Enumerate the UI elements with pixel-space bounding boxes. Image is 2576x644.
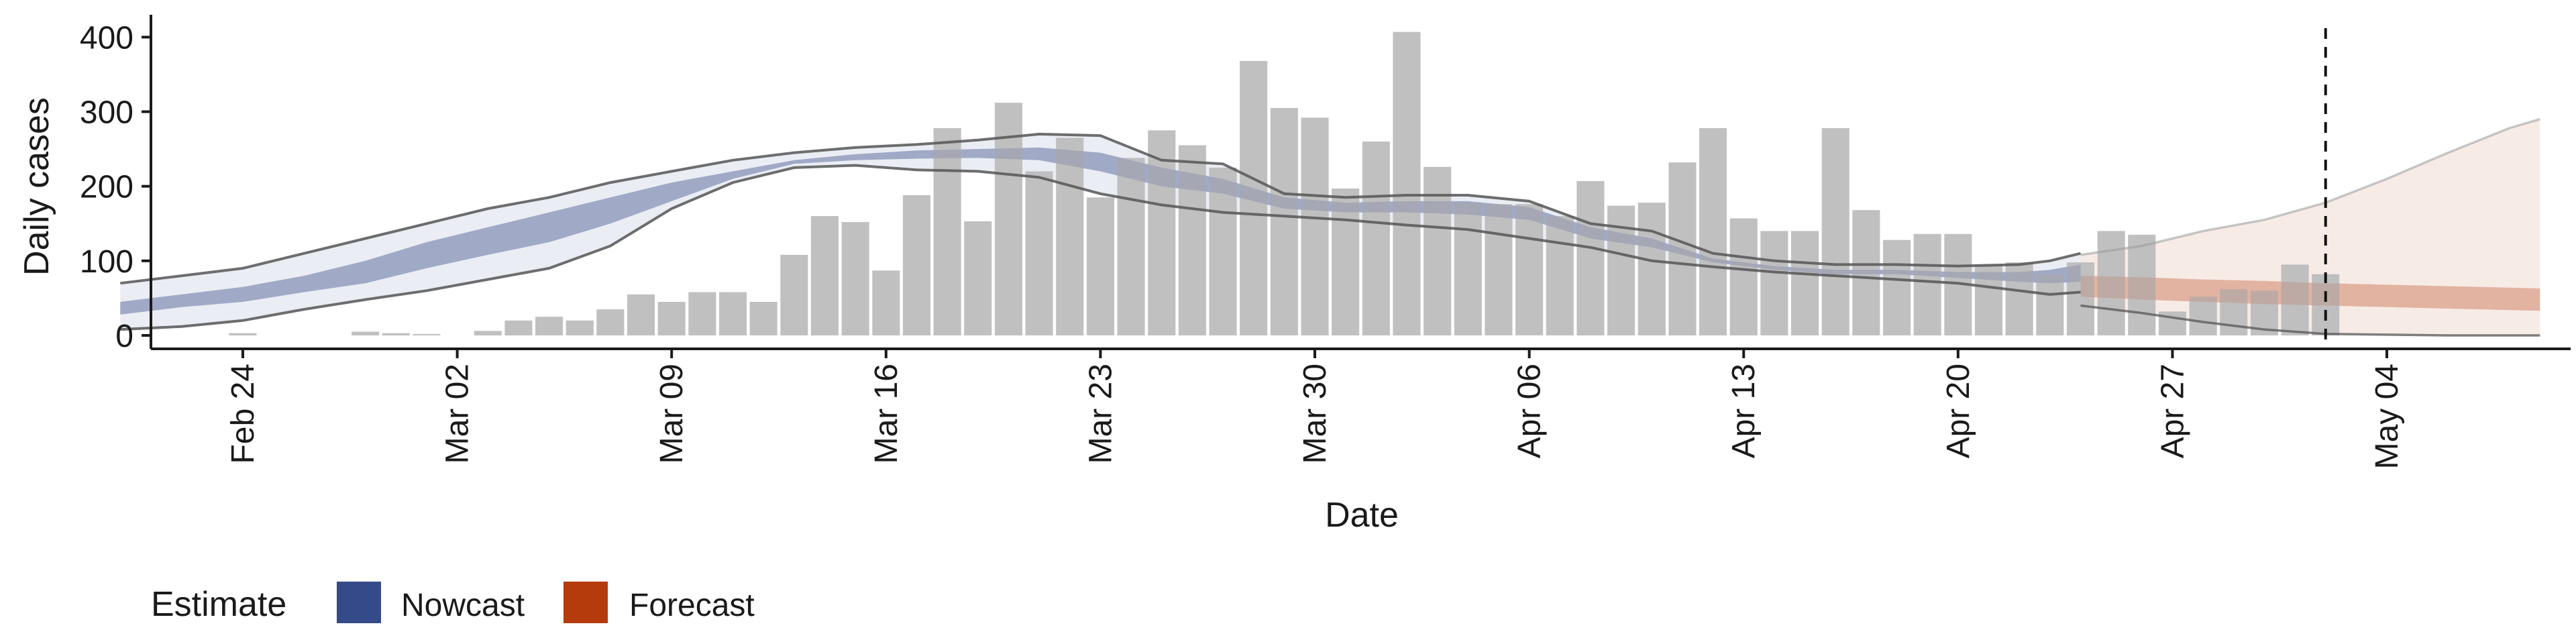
case-bar: [1974, 264, 2002, 335]
case-bar: [1332, 189, 1360, 335]
case-bars: [229, 32, 2340, 336]
case-bar: [1148, 130, 1176, 336]
forecast-90-band: [2080, 119, 2540, 335]
x-tick-label: Mar 09: [654, 364, 690, 464]
y-axis-ticks: 0 100 200 300 400: [80, 20, 151, 354]
legend-swatch-forecast: [564, 582, 608, 623]
case-bar: [535, 317, 564, 335]
legend-title: Estimate: [151, 585, 286, 624]
case-bar: [229, 333, 257, 335]
case-bar: [1454, 203, 1482, 335]
case-bar: [1729, 218, 1758, 335]
case-bar: [413, 333, 441, 335]
case-bar: [2281, 264, 2309, 335]
case-bar: [1056, 138, 1084, 335]
case-bar: [382, 333, 410, 335]
case-bar: [964, 221, 992, 335]
case-bar: [2005, 262, 2033, 335]
case-bar: [1515, 204, 1544, 335]
axes: Feb 24 Mar 02 Mar 09 Mar 16 Mar 23 Mar 30 Apr …: [80, 15, 2571, 469]
case-bar: [2128, 234, 2156, 335]
nowcast-50-band-overlay: [120, 147, 2081, 315]
x-tick-label: Apr 13: [1726, 364, 1762, 458]
case-bar: [1760, 231, 1788, 335]
y-tick-label: 100: [80, 244, 133, 280]
estimate-overlay: [120, 28, 2540, 349]
case-bar: [2312, 274, 2340, 335]
case-bar: [749, 302, 777, 335]
uncertainty-bands: [120, 119, 2540, 335]
case-bar: [1576, 180, 1605, 335]
case-bar: [1393, 32, 1421, 335]
x-tick-label: Apr 27: [2155, 364, 2190, 458]
case-bar: [1638, 203, 1666, 335]
case-bar: [1240, 60, 1268, 336]
x-tick-label: Mar 16: [869, 364, 904, 464]
case-bar: [1699, 128, 1727, 335]
case-bar: [1209, 167, 1237, 335]
case-bar: [2189, 297, 2217, 335]
case-bar: [994, 103, 1022, 335]
case-bar: [504, 320, 533, 335]
case-bar: [1821, 128, 1849, 335]
case-bar: [1852, 210, 1880, 335]
case-bar: [719, 292, 747, 335]
case-bar: [657, 302, 686, 335]
x-tick-label: Apr 20: [1941, 364, 1976, 458]
legend-label-forecast: Forecast: [629, 588, 755, 623]
forecast-50-band: [2080, 276, 2540, 311]
case-bar: [1270, 108, 1298, 335]
forecast-50-band-overlay: [2080, 276, 2540, 311]
y-tick-label: 300: [80, 95, 133, 131]
y-tick-label: 0: [115, 319, 133, 354]
case-bar: [352, 331, 380, 335]
legend-swatch-nowcast: [337, 582, 381, 623]
case-bar: [1362, 142, 1390, 335]
case-bar: [933, 128, 961, 335]
legend: Estimate Nowcast Forecast: [151, 582, 755, 624]
case-bar: [1086, 197, 1114, 335]
x-tick-label: Mar 02: [440, 364, 476, 464]
case-bar: [1117, 158, 1145, 335]
case-bar: [1791, 231, 1819, 335]
x-tick-label: Mar 30: [1297, 364, 1333, 464]
y-tick-label: 200: [80, 170, 133, 205]
y-axis-title: Daily cases: [17, 97, 56, 276]
case-bar: [1301, 117, 1329, 335]
case-bar: [1668, 162, 1697, 335]
x-axis-title: Date: [1325, 496, 1399, 535]
case-bar: [902, 195, 930, 335]
case-bar: [688, 292, 716, 335]
case-bar: [810, 216, 839, 335]
case-bar: [474, 331, 502, 335]
case-bar: [872, 270, 900, 335]
legend-label-nowcast: Nowcast: [401, 588, 525, 623]
x-tick-label: Mar 23: [1083, 364, 1118, 464]
case-bar: [780, 254, 808, 335]
case-bar: [1883, 239, 1911, 335]
case-bar: [1178, 145, 1206, 335]
x-tick-label: May 04: [2369, 364, 2405, 469]
nowcast-upper-line: [120, 132, 2081, 285]
x-tick-label: Feb 24: [225, 364, 261, 464]
case-bar: [1424, 166, 1452, 335]
nowcast-50-band: [120, 147, 2081, 315]
case-bar: [1546, 216, 1574, 335]
case-bar: [596, 309, 625, 335]
case-bar: [1913, 233, 1941, 335]
case-bar: [627, 294, 655, 335]
x-tick-label: Apr 06: [1512, 364, 1548, 458]
case-bar: [2036, 274, 2064, 335]
case-bar: [2066, 262, 2094, 335]
y-tick-label: 400: [80, 20, 133, 56]
x-axis-ticks: Feb 24 Mar 02 Mar 09 Mar 16 Mar 23 Mar 30 Apr …: [225, 349, 2405, 469]
nowcast-lower-line: [120, 164, 2081, 331]
case-bar: [1025, 171, 1053, 335]
case-bar: [1485, 204, 1513, 335]
case-bar: [566, 320, 594, 335]
case-bar: [841, 222, 869, 335]
